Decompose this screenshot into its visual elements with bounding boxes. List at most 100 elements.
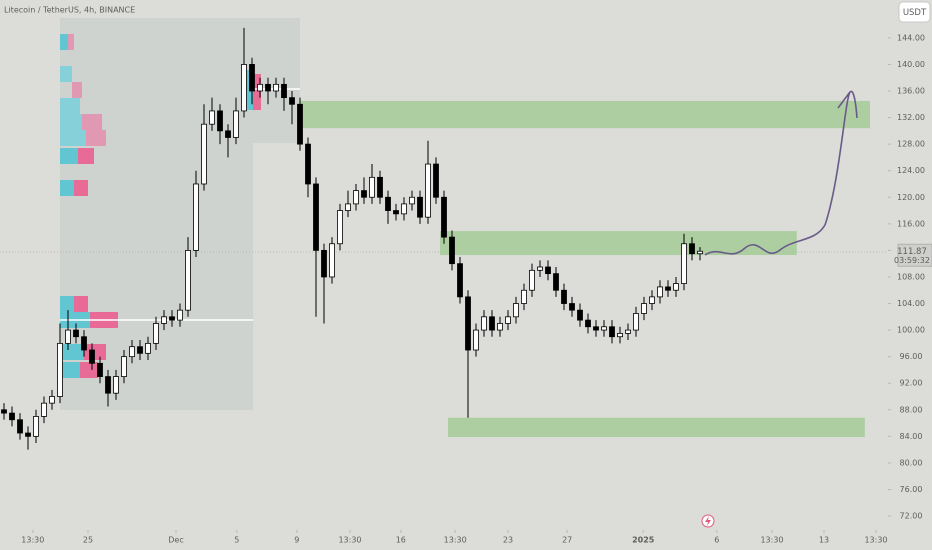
candle-body <box>449 236 455 265</box>
candle-body <box>281 83 287 99</box>
candle-body <box>153 323 159 344</box>
candle-body <box>193 183 199 251</box>
candle-body <box>681 243 687 284</box>
candle-body <box>225 130 231 138</box>
profile-bar <box>60 98 80 114</box>
lightning-icon[interactable] <box>701 514 715 528</box>
countdown-label: 03:59:32 <box>894 256 930 265</box>
candle-body <box>401 203 407 215</box>
candle-body <box>489 316 495 331</box>
candle-body <box>577 309 583 321</box>
candle-body <box>113 376 119 394</box>
candle-body <box>313 183 319 251</box>
zone <box>448 417 865 438</box>
candle-body <box>233 110 239 138</box>
time-axis <box>0 530 932 550</box>
candle-body <box>465 296 471 351</box>
x-tick-label: 6 <box>714 536 719 545</box>
candle-body <box>417 196 423 218</box>
projection-curve <box>704 90 858 256</box>
x-tick-label: 16 <box>396 536 406 545</box>
candle-body <box>249 64 255 92</box>
profile-bar <box>60 130 86 146</box>
profile-bar <box>68 34 74 50</box>
candle-body <box>545 266 551 275</box>
profile-bar <box>72 82 82 98</box>
profile-bar <box>74 296 88 312</box>
candle-body <box>609 326 615 338</box>
candle-body <box>81 336 87 351</box>
profile-bar <box>60 34 68 50</box>
candle-body <box>361 190 367 198</box>
x-tick-label: 13 <box>819 536 829 545</box>
x-tick-label: 13:30 <box>338 536 361 545</box>
profile-bar <box>60 362 80 378</box>
profile-bar <box>60 296 74 312</box>
price-tag-label: 111.87 <box>897 247 927 257</box>
x-tick-label: 2025 <box>632 536 655 545</box>
candle-body <box>1 409 7 414</box>
y-tick-label: 140.00 <box>897 60 925 69</box>
zone <box>300 100 870 129</box>
candle-body <box>433 163 439 198</box>
profile-bar <box>245 70 253 110</box>
candle-body <box>33 416 39 437</box>
y-tick-label: 92.00 <box>900 379 923 388</box>
candle-body <box>601 326 607 331</box>
candle-body <box>41 402 47 417</box>
candle-body <box>105 376 111 394</box>
candle-body <box>529 269 535 291</box>
profile-bar <box>253 74 261 110</box>
candle-body <box>657 286 663 298</box>
candle-body <box>73 329 79 338</box>
candle-body <box>121 356 127 377</box>
profile-bar <box>60 114 82 130</box>
candle-body <box>513 303 519 318</box>
candle-body <box>697 250 703 255</box>
candle-body <box>665 286 671 291</box>
candle-body <box>297 103 303 145</box>
x-tick-label: 9 <box>294 536 299 545</box>
icon-bolt <box>705 516 711 526</box>
x-tick-label: 13:30 <box>864 536 887 545</box>
currency-label: USDT <box>903 8 927 18</box>
x-tick-label: 13:30 <box>444 536 467 545</box>
candle-body <box>89 349 95 364</box>
candle-body <box>385 196 391 211</box>
x-tick-label: Dec <box>168 536 183 545</box>
candle-body <box>409 196 415 205</box>
profile-bar <box>60 180 74 196</box>
x-tick-label: 5 <box>234 536 239 545</box>
candle-body <box>321 249 327 278</box>
candle-body <box>617 333 623 338</box>
candle-body <box>97 362 103 377</box>
y-tick-label: 124.00 <box>897 166 925 175</box>
profile-bar <box>60 344 84 360</box>
candle-body <box>9 412 15 421</box>
y-tick-label: 96.00 <box>900 352 923 361</box>
candle-body <box>241 64 247 112</box>
profile-bar <box>60 148 78 164</box>
x-tick-label: 25 <box>83 536 93 545</box>
candle-body <box>145 342 151 354</box>
candle-body <box>57 342 63 397</box>
candle-body <box>425 163 431 218</box>
y-tick-label: 108.00 <box>897 272 925 281</box>
candle-body <box>337 210 343 245</box>
candle-body <box>329 243 335 278</box>
candle-body <box>569 303 575 311</box>
price-tag <box>897 243 932 267</box>
candle-body <box>177 309 183 321</box>
candle-body <box>137 346 143 354</box>
candle-body <box>25 432 31 437</box>
candle-body <box>625 329 631 334</box>
y-tick-label: 72.00 <box>900 512 923 521</box>
currency-button[interactable] <box>898 1 931 23</box>
zone <box>440 231 797 256</box>
candle-body <box>129 346 135 358</box>
candle-body <box>209 110 215 125</box>
candle-body <box>265 83 271 92</box>
candle-body <box>537 266 543 271</box>
candle-body <box>353 190 359 205</box>
candle-body <box>161 316 167 324</box>
